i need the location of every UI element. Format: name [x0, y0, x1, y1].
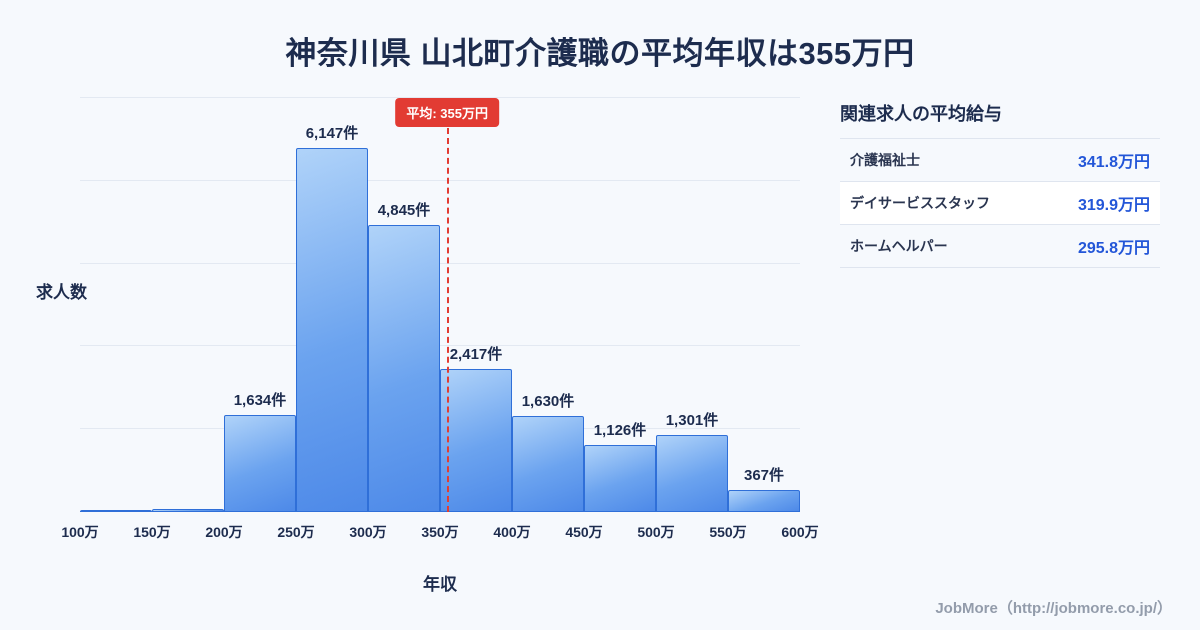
x-tick-label: 300万: [349, 524, 387, 540]
bars-group: 1,634件 6,147件 4,845件 2,417件 1,630件 1,126件 1,30…: [80, 98, 800, 512]
histogram-bar: [368, 225, 440, 512]
histogram-bin: 1,630件: [512, 98, 584, 512]
average-salary-line: [447, 128, 450, 512]
gridline: [80, 179, 800, 181]
x-tick-label: 100万: [61, 524, 99, 540]
histogram-bin: [80, 98, 152, 512]
histogram-bar: [296, 148, 368, 512]
related-salaries-table: 介護福祉士 341.8万円デイサービススタッフ 319.9万円ホームヘルパー 295.…: [840, 138, 1160, 268]
related-salary-row: 介護福祉士 341.8万円: [840, 139, 1160, 182]
histogram-bar: [152, 509, 224, 512]
bar-value-label: 1,126件: [593, 422, 647, 440]
histogram-bar: [80, 510, 152, 512]
histogram-bin: 367件: [728, 98, 800, 512]
x-tick-label: 600万: [781, 524, 819, 540]
job-salary-value: 341.8万円: [1077, 154, 1150, 171]
histogram-bin: 4,845件: [368, 98, 440, 512]
job-title: ホームヘルパー: [850, 238, 948, 254]
bar-value-label: 1,301件: [665, 412, 719, 430]
related-salary-row: ホームヘルパー 295.8万円: [840, 225, 1160, 268]
gridline: [80, 262, 800, 264]
histogram-bar: [224, 415, 296, 512]
histogram-bar: [512, 415, 584, 512]
histogram-bin: 2,417件: [440, 98, 512, 512]
x-tick-label: 550万: [709, 524, 747, 540]
average-salary-badge: 平均: 355万円: [395, 98, 500, 127]
histogram-bin: [152, 98, 224, 512]
x-tick-label: 200万: [205, 524, 243, 540]
bar-value-label: 1,630件: [521, 392, 575, 410]
bar-value-label: 6,147件: [305, 125, 359, 143]
bar-value-label: 1,634件: [233, 392, 287, 410]
histogram-bin: 6,147件: [296, 98, 368, 512]
page-title: 神奈川県 山北町介護職の平均年収は355万円: [285, 36, 915, 71]
x-tick-label: 350万: [421, 524, 459, 540]
x-tick-label: 400万: [493, 524, 531, 540]
job-salary-value: 319.9万円: [1077, 197, 1150, 214]
x-tick-label: 500万: [637, 524, 675, 540]
related-salaries-heading: 関連求人の平均給与: [840, 104, 1002, 124]
histogram-bar: [656, 435, 728, 512]
x-tick-label: 450万: [565, 524, 603, 540]
y-axis-label: 求人数: [36, 283, 87, 302]
related-salary-row: デイサービススタッフ 319.9万円: [840, 182, 1160, 225]
histogram-bin: 1,634件: [224, 98, 296, 512]
bar-value-label: 367件: [743, 467, 785, 485]
x-tick-label: 150万: [133, 524, 171, 540]
bar-value-label: 2,417件: [449, 346, 503, 364]
job-salary-value: 295.8万円: [1077, 240, 1150, 257]
histogram-bar: [728, 490, 800, 512]
job-title: デイサービススタッフ: [850, 195, 990, 211]
x-axis-ticks: 100万 150万 200万 250万 300万 350万 400万 450万 500万 550万…: [61, 522, 818, 540]
bar-value-label: 4,845件: [377, 202, 431, 220]
histogram-bar: [584, 445, 656, 512]
x-axis-label: 年収: [423, 575, 457, 594]
histogram-bin: 1,301件: [656, 98, 728, 512]
histogram-bin: 1,126件: [584, 98, 656, 512]
gridline: [80, 345, 800, 347]
histogram-bar: [440, 369, 512, 512]
attribution-text: JobMore（http://jobmore.co.jp/）: [935, 600, 1172, 617]
x-tick-label: 250万: [277, 524, 315, 540]
job-title: 介護福祉士: [850, 152, 920, 168]
gridline: [80, 97, 800, 98]
histogram-plot-area: 1,634件 6,147件 4,845件 2,417件 1,630件 1,126件 1,30…: [80, 97, 800, 512]
